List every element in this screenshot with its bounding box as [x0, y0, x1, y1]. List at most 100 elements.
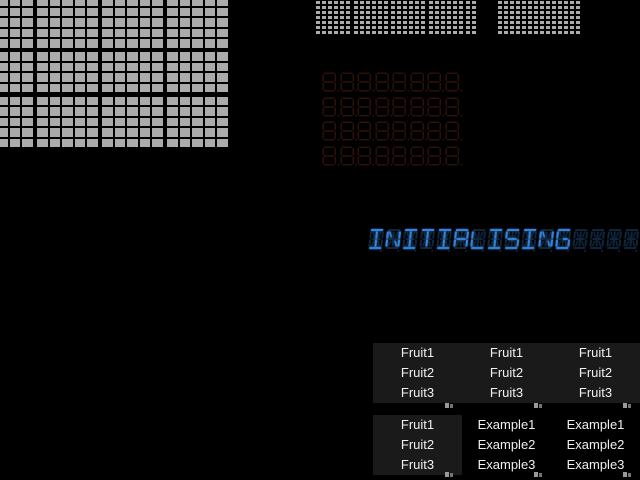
matrix-dot [371, 16, 376, 19]
matrix-dot [152, 0, 163, 6]
matrix-dot [102, 62, 113, 71]
list-item[interactable]: Fruit2 [400, 365, 435, 380]
list-item[interactable]: Example1 [477, 417, 536, 432]
matrix-dot [328, 11, 332, 14]
matrix-dot [167, 39, 178, 48]
resize-grip-icon[interactable] [534, 472, 542, 477]
matrix-dot [397, 21, 401, 24]
matrix-dot [152, 128, 163, 137]
list-item[interactable]: Example1 [566, 417, 625, 432]
resize-grip-icon[interactable] [623, 472, 631, 477]
matrix-dot [340, 16, 344, 19]
matrix-dot [114, 83, 125, 92]
list-item[interactable]: Fruit3 [489, 385, 524, 400]
matrix-dot [62, 0, 73, 6]
matrix-dot [49, 52, 60, 61]
list-box-example-2[interactable]: Example1 Example2 Example3 [551, 415, 640, 477]
resize-grip-icon[interactable] [623, 403, 631, 408]
matrix-dot [334, 1, 338, 4]
seven-segment-digit [392, 146, 410, 165]
matrix-dot [22, 117, 33, 126]
list-item[interactable]: Fruit1 [400, 345, 435, 360]
resize-grip-icon[interactable] [445, 472, 453, 477]
list-item[interactable]: Example2 [477, 437, 536, 452]
matrix-dot [192, 107, 203, 116]
matrix-dot [322, 1, 326, 4]
matrix-dot [428, 1, 433, 4]
matrix-dot [152, 117, 163, 126]
matrix-dot [534, 1, 538, 4]
list-box-fruit-2[interactable]: Fruit1 Fruit2 Fruit3 [462, 343, 551, 408]
matrix-dot [204, 128, 215, 137]
list-box-fruit-1[interactable]: Fruit1 Fruit2 Fruit3 [373, 343, 462, 408]
matrix-dot [552, 31, 556, 34]
led-char-cell [504, 229, 520, 252]
matrix-dot [328, 1, 332, 4]
list-item[interactable]: Fruit2 [400, 437, 435, 452]
matrix-dot [452, 11, 457, 14]
matrix-dot [377, 11, 382, 14]
matrix-dot [558, 11, 562, 14]
matrix-dot [22, 39, 33, 48]
matrix-dot [74, 28, 85, 37]
list-item[interactable]: Example2 [566, 437, 625, 452]
matrix-dot [534, 31, 538, 34]
list-item[interactable]: Fruit3 [578, 385, 613, 400]
matrix-dot [516, 26, 520, 29]
matrix-dot [365, 6, 370, 9]
list-item[interactable]: Fruit1 [400, 417, 435, 432]
matrix-dot [397, 11, 401, 14]
list-box-fruit-4[interactable]: Fruit1 Fruit2 Fruit3 [373, 415, 462, 477]
matrix-dot [192, 128, 203, 137]
matrix-dot [192, 73, 203, 82]
matrix-dot [528, 11, 532, 14]
matrix-dot [217, 0, 228, 6]
matrix-dot [522, 16, 526, 19]
matrix-dot [139, 117, 150, 126]
matrix-dot [365, 21, 370, 24]
matrix-dot [74, 83, 85, 92]
list-item[interactable]: Fruit1 [489, 345, 524, 360]
matrix-dot [316, 26, 320, 29]
list-item[interactable]: Fruit1 [578, 345, 613, 360]
matrix-dot [377, 16, 382, 19]
matrix-dot [466, 31, 470, 34]
matrix-dot [179, 96, 190, 105]
list-item[interactable]: Fruit2 [489, 365, 524, 380]
matrix-dot [9, 128, 20, 137]
matrix-dot [434, 26, 439, 29]
seven-segment-digit [375, 72, 392, 92]
matrix-dot [167, 18, 178, 27]
list-item[interactable]: Fruit2 [578, 365, 613, 380]
matrix-dot [9, 138, 20, 147]
matrix-dot [322, 11, 326, 14]
matrix-dot [383, 11, 388, 14]
matrix-dot [353, 21, 358, 24]
matrix-dot [365, 31, 370, 34]
resize-grip-icon[interactable] [534, 403, 542, 408]
matrix-dot [409, 21, 413, 24]
matrix-dot [377, 26, 382, 29]
list-box-fruit-3[interactable]: Fruit1 Fruit2 Fruit3 [551, 343, 640, 408]
list-item[interactable]: Fruit3 [400, 457, 435, 472]
list-item[interactable]: Example3 [566, 457, 625, 472]
matrix-dot [528, 31, 532, 34]
matrix-dot [440, 26, 445, 29]
seven-segment-digit [375, 146, 392, 165]
matrix-dot [49, 117, 60, 126]
resize-grip-icon[interactable] [445, 403, 453, 408]
matrix-dot [204, 39, 215, 48]
list-box-example-1[interactable]: Example1 Example2 Example3 [462, 415, 551, 477]
list-item[interactable]: Example3 [477, 457, 536, 472]
matrix-dot [204, 83, 215, 92]
matrix-dot [87, 73, 98, 82]
matrix-dot [546, 21, 550, 24]
list-item[interactable]: Fruit3 [400, 385, 435, 400]
led-char-cell [453, 229, 469, 252]
matrix-dot [328, 6, 332, 9]
matrix-dot [452, 26, 457, 29]
matrix-dot [37, 96, 48, 105]
matrix-dot [498, 1, 502, 4]
matrix-dot [87, 28, 98, 37]
matrix-dot [346, 26, 350, 29]
